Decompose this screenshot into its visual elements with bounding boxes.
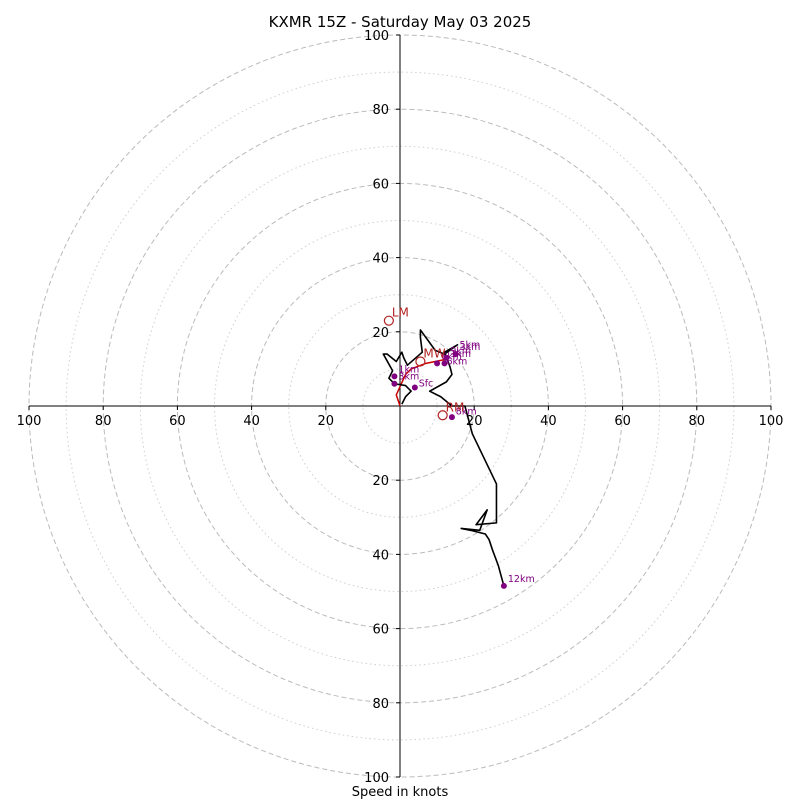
x-tick-label: 80	[689, 414, 706, 429]
storm-motion-marker	[437, 410, 448, 421]
height-marker	[391, 373, 398, 380]
x-tick-label: 60	[614, 414, 631, 429]
height-marker	[411, 384, 418, 391]
y-tick-label: 60	[372, 177, 389, 192]
height-marker	[443, 354, 450, 361]
height-marker	[434, 360, 441, 367]
height-marker-label: 8km	[456, 407, 477, 418]
storm-motion-label: RM	[446, 400, 465, 414]
x-tick-label: 20	[318, 414, 335, 429]
x-tick-label: 100	[759, 414, 784, 429]
height-marker-label: Sfc	[419, 379, 434, 390]
height-marker	[441, 360, 448, 367]
shear-vector-line	[395, 358, 445, 407]
y-tick-label: 80	[372, 697, 389, 712]
x-tick-label: 80	[95, 414, 112, 429]
height-marker-label: 3km	[398, 372, 419, 383]
x-tick-label: 100	[17, 414, 42, 429]
y-tick-label: 20	[372, 474, 389, 489]
y-tick-label: 40	[372, 548, 389, 563]
height-marker-label: 6km	[441, 351, 462, 362]
y-tick-label: 40	[372, 252, 389, 267]
x-axis-label: Speed in knots	[352, 785, 449, 800]
y-tick-label: 80	[372, 103, 389, 118]
y-tick-label: 20	[372, 326, 389, 341]
storm-motion-label: LM	[392, 306, 409, 320]
height-marker-label: 5km	[460, 340, 481, 351]
height-marker	[448, 414, 455, 421]
height-marker-label: 9km	[450, 346, 471, 357]
height-marker-label: 1km	[450, 349, 471, 360]
tick-labels: 100 80 60 40 20 20 40 60 80 100100806040202040608…	[17, 29, 784, 786]
storm-motion-marker	[415, 356, 426, 367]
height-marker-label: 1km	[398, 364, 419, 375]
y-tick-label: 100	[364, 771, 389, 786]
height-marker	[391, 380, 398, 387]
storm-motion-marker	[383, 315, 394, 326]
height-marker-label: 12km	[508, 574, 535, 585]
height-marker	[500, 582, 507, 589]
x-tick-label: 40	[540, 414, 557, 429]
height-marker-label: 6km	[447, 356, 468, 367]
y-tick-label: 60	[372, 623, 389, 638]
height-marker-label: 3km	[460, 342, 481, 353]
storm-motion-label: MW	[423, 346, 445, 360]
x-tick-label: 40	[243, 414, 260, 429]
y-tick-label: 100	[364, 29, 389, 44]
x-tick-label: 60	[169, 414, 186, 429]
chart-title: KXMR 15Z - Saturday May 03 2025	[269, 13, 532, 31]
height-marker	[452, 351, 459, 358]
